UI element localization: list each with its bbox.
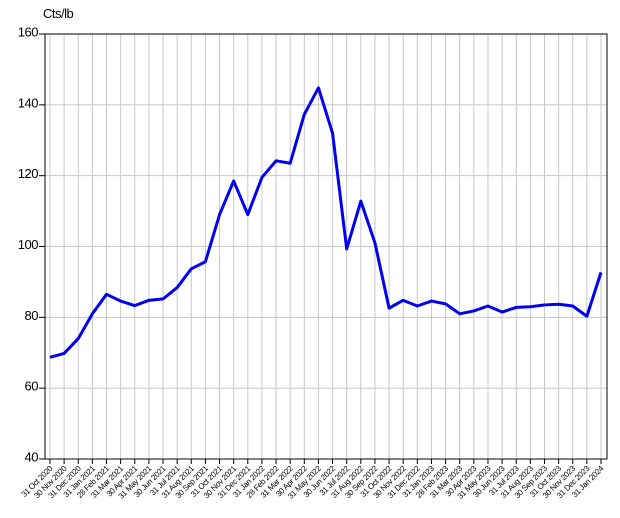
y-tick-label: 80 xyxy=(25,308,39,323)
plot-frame xyxy=(44,33,608,460)
y-tick-label: 140 xyxy=(18,95,38,110)
y-tick-label: 40 xyxy=(25,449,39,464)
y-tick-label: 60 xyxy=(25,379,39,394)
y-tick-label: 100 xyxy=(18,237,38,252)
y-axis-label: Cts/lb xyxy=(43,6,74,21)
y-tick-label: 160 xyxy=(18,24,38,39)
data-line xyxy=(49,86,603,359)
y-tick-label: 120 xyxy=(18,166,38,181)
